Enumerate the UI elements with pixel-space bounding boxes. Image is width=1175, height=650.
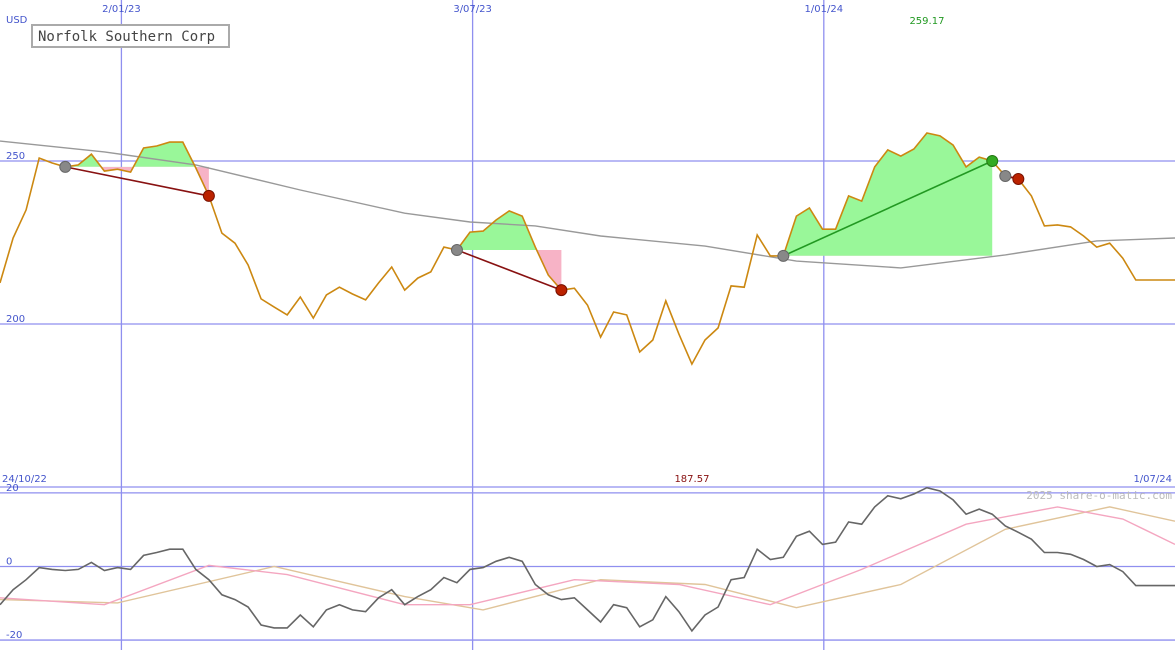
gain-area <box>783 132 993 256</box>
low-label: 187.57 <box>674 474 709 485</box>
gain-area <box>65 142 209 167</box>
y-tick-label: 20 <box>6 483 19 494</box>
entry-dot <box>450 244 463 257</box>
x-tick-label: 2/01/23 <box>102 4 141 15</box>
y-tick-label: -20 <box>6 630 22 641</box>
y-tick-label: 200 <box>6 314 25 325</box>
x-tick-label: 3/07/23 <box>453 4 492 15</box>
watermark: 2025 share-o-matic.com <box>1026 489 1172 502</box>
end-date: 1/07/24 <box>1133 474 1172 485</box>
entry-dot <box>999 170 1012 183</box>
trend-line <box>783 160 993 257</box>
series-line <box>0 132 1175 366</box>
start-date: 24/10/22 <box>2 474 47 485</box>
title-box <box>31 24 230 48</box>
high-label: 259.17 <box>909 16 944 27</box>
exit-dot <box>555 284 568 297</box>
gain-area <box>456 210 562 251</box>
series-line <box>0 506 1175 611</box>
loss-area <box>456 250 562 291</box>
series-line <box>0 140 1175 269</box>
chart-title: Norfolk Southern Corp <box>38 29 215 45</box>
foreground-layer: 2/01/23 3/07/23 1/01/24200250259.17187.57-… <box>0 4 1175 641</box>
exit-dot <box>1012 172 1025 185</box>
y-tick-label: 250 <box>6 151 25 162</box>
x-tick-label: 1/01/24 <box>805 4 844 15</box>
trend-line <box>65 166 210 197</box>
trend-line <box>456 249 562 291</box>
entry-dot <box>777 249 790 262</box>
series-line <box>0 486 1175 633</box>
exit-dot <box>986 155 999 168</box>
series-line <box>0 506 1175 606</box>
entry-dot <box>59 160 72 173</box>
y-tick-label: 0 <box>6 556 12 567</box>
y-label: USD <box>6 15 28 26</box>
exit-dot <box>202 189 215 202</box>
